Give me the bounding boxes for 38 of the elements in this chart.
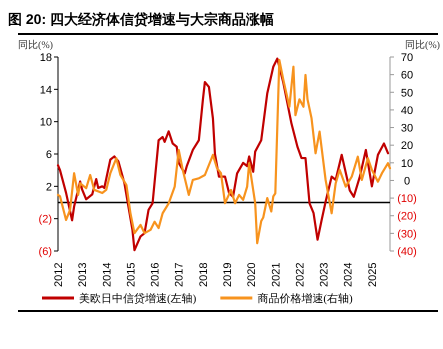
y-tick-label: (2) — [38, 214, 52, 226]
y2-tick-label: 60 — [400, 70, 414, 82]
x-tick-label: 2018 — [198, 262, 210, 287]
x-tick-label: 2020 — [246, 262, 258, 287]
y-tick-label: (6) — [38, 246, 52, 258]
x-tick-label: 2024 — [342, 262, 355, 287]
x-tick-label: 2019 — [222, 262, 234, 287]
x-tick-label: 2013 — [77, 262, 90, 287]
y2-tick-label: 0 — [404, 175, 410, 188]
chart-title: 图 20: 四大经济体信贷增速与大宗商品涨幅 — [8, 11, 274, 27]
y2-tick-label: (10) — [397, 193, 417, 206]
y2-tick-label: 40 — [400, 104, 414, 117]
x-tick-label: 2023 — [318, 262, 331, 287]
y-tick-label: 2 — [46, 181, 52, 194]
y2-tick-label: 20 — [400, 140, 414, 152]
y-tick-label: 6 — [46, 149, 52, 161]
y2-tick-label: (40) — [397, 246, 417, 258]
legend-label: 美欧日中信贷增速(左轴) — [79, 292, 197, 305]
y2-tick-label: 30 — [400, 122, 414, 135]
x-tick-label: 2022 — [294, 262, 306, 287]
legend-label: 商品价格增速(右轴) — [257, 292, 353, 305]
y-tick-label: 18 — [40, 52, 52, 64]
x-tick-label: 2012 — [53, 262, 65, 287]
y2-axis-title: 同比(%) — [405, 39, 440, 51]
y-tick-label: 14 — [40, 84, 52, 96]
y2-tick-label: (20) — [397, 210, 417, 223]
y-axis-title: 同比(%) — [18, 39, 53, 51]
x-tick-label: 2017 — [174, 262, 186, 287]
x-tick-label: 2016 — [150, 262, 162, 287]
y2-tick-label: (30) — [397, 228, 417, 240]
y2-tick-label: 70 — [400, 52, 414, 64]
x-tick-label: 2025 — [366, 262, 379, 287]
y2-tick-label: 50 — [400, 87, 414, 100]
x-tick-label: 2014 — [101, 262, 114, 287]
x-tick-label: 2021 — [270, 262, 282, 287]
y-tick-label: 10 — [40, 116, 52, 129]
x-tick-label: 2015 — [125, 262, 138, 287]
y2-tick-label: 10 — [400, 158, 414, 170]
